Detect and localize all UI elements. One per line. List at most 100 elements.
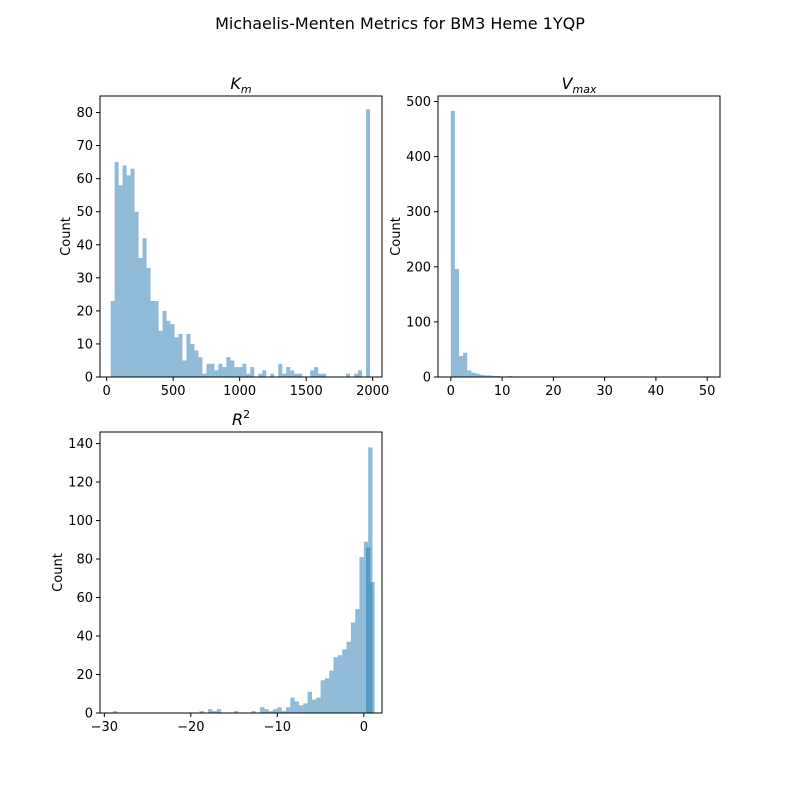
r2-ylabel: Count [51,553,66,592]
vmax-ylabel: Count [389,217,404,256]
km-bar [258,373,263,377]
r2-ytick-label: 140 [68,437,93,452]
vmax-bar [495,375,501,377]
r2-bar [277,707,282,713]
km-ytick-label: 70 [76,139,93,154]
km-bar [202,373,207,377]
r2-bar [264,709,269,713]
r2-title-superscript: 2 [243,408,250,421]
r2-bar [363,541,369,713]
km-bar [178,334,183,377]
r2-bar [290,697,295,713]
km-ytick-label: 30 [76,271,93,286]
km-title-subscript: m [241,83,252,96]
km-bar [126,175,131,377]
km-bar [366,109,371,377]
km-xtick-label: 1500 [290,384,323,399]
r2-xtick-label: −20 [177,720,204,735]
km-bar [114,162,119,377]
km-bar [182,360,187,377]
vmax-bar [508,375,513,377]
r2-bar [342,649,347,713]
r2-ytick-label: 120 [68,476,93,491]
km-bar [250,367,255,377]
km-bar [234,367,239,377]
vmax-axes-frame [437,95,721,378]
r2-ytick-label: 20 [76,668,93,683]
r2-bar [311,699,317,713]
r2-xtick-label: −30 [91,720,118,735]
km-ylabel: Count [59,217,74,256]
km-bar [298,373,303,377]
km-ytick-label: 80 [76,106,93,121]
r2-ytick-label: 80 [76,553,93,568]
vmax-title: Vmax [562,74,597,96]
r2-bar [346,641,351,713]
km-bar [174,337,179,377]
r2-bar [294,701,299,713]
km-bar [214,370,219,377]
km-bar [270,373,275,377]
r2-bar [281,711,286,713]
r2-title: R2 [232,408,250,429]
vmax-title-main: V [562,74,574,93]
vmax-xtick-label: 40 [648,384,665,399]
km-bar [218,363,223,377]
r2-bar [370,582,375,713]
vmax-ytick-label: 200 [406,260,431,275]
vmax-xtick-label: 20 [545,384,562,399]
r2-bar [350,622,356,713]
km-title: Km [230,74,251,96]
km-bar [210,363,215,377]
km-bar [166,320,171,377]
r2-bar [298,705,304,713]
km-bar [134,211,139,377]
km-bar [294,373,299,377]
r2-bars [112,447,375,713]
km-bar [282,373,287,377]
vmax-bar [459,356,464,377]
km-bar [318,373,323,377]
km-bar [346,373,351,377]
r2-bar [268,711,274,713]
km-ytick-label: 20 [76,304,93,319]
vmax-bars [450,110,710,377]
r2-bar [324,678,330,713]
km-bar [158,330,163,377]
km-bar [262,370,267,377]
km-bar [238,367,243,377]
r2-ytick-label: 60 [76,591,93,606]
r2-title-main: R [232,410,243,429]
km-ytick-label: 60 [76,172,93,187]
km-axes-frame [99,95,383,378]
km-bar [206,363,211,377]
vmax-bar [483,375,488,377]
r2-bar [337,655,343,713]
vmax-ytick-label: 300 [406,205,431,220]
r2-axes-frame [99,431,383,714]
vmax-xtick-label: 30 [596,384,613,399]
vmax-xtick-label: 0 [447,384,455,399]
figure-title: Michaelis-Menten Metrics for BM3 Heme 1Y… [215,14,585,33]
km-xtick-label: 1000 [223,384,256,399]
km-ytick-label: 40 [76,238,93,253]
vmax-bar [454,269,460,377]
r2-bar [260,707,265,713]
r2-bar [251,711,256,713]
km-xtick-label: 2000 [356,384,389,399]
vmax-ytick-label: 500 [406,95,431,110]
vmax-ytick-label: 0 [423,371,431,386]
km-ytick-label: 0 [85,371,93,386]
r2-bar [307,691,312,713]
km-bar [314,367,319,377]
km-bar [154,300,159,377]
r2-bar [199,711,204,713]
r2-bar [368,447,373,713]
r2-bar [112,711,118,713]
km-bar [194,350,199,377]
r2-xtick-label: −10 [264,720,291,735]
r2-bar [303,703,308,713]
km-bar [142,238,147,377]
r2-bar [234,711,239,713]
